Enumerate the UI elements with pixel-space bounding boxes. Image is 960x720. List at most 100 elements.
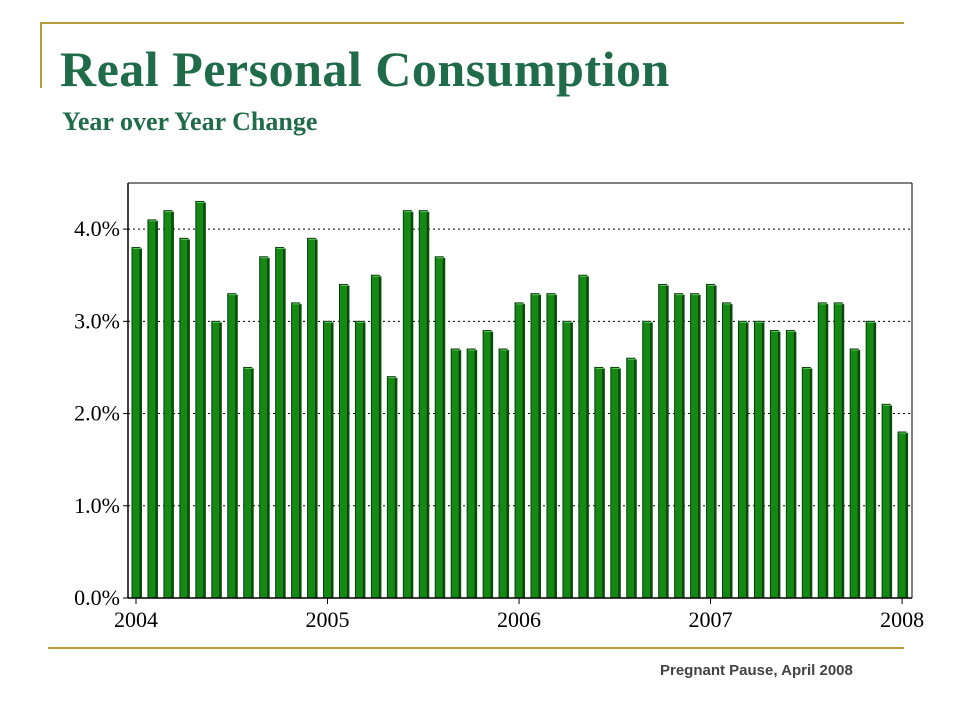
source-credit: Pregnant Pause, April 2008 <box>660 662 853 679</box>
bar <box>450 348 462 599</box>
bar-face <box>865 320 875 599</box>
bar-side <box>714 285 717 598</box>
bar-face <box>195 200 205 599</box>
bar-face <box>402 210 412 599</box>
bar-face <box>131 247 141 599</box>
bar-side <box>155 220 158 598</box>
bar <box>881 403 893 599</box>
bar-face <box>163 210 173 599</box>
bar-side <box>251 368 254 598</box>
bar-side <box>219 322 222 598</box>
bar-face <box>546 293 556 599</box>
bar <box>610 366 621 599</box>
tick-labels: 0.0% 1.0% 2.0% 3.0% 4.0% 2004 2005 2006 2007 2008 <box>74 216 924 632</box>
bar-side <box>539 294 541 598</box>
bar-side <box>235 294 238 598</box>
bar-side <box>379 276 382 598</box>
bar-side <box>411 211 414 598</box>
bar <box>131 247 142 599</box>
top-rule <box>40 22 904 24</box>
x-tick-label: 2005 <box>306 607 350 632</box>
bar-face <box>338 283 348 599</box>
bar-face <box>307 237 317 599</box>
bar-side <box>315 239 318 599</box>
bar-face <box>642 320 652 599</box>
bar <box>291 302 302 599</box>
bar <box>418 210 430 599</box>
bar <box>275 247 286 599</box>
bar <box>801 366 813 599</box>
bar-side <box>826 303 829 598</box>
bar-face <box>578 274 588 599</box>
bar <box>163 210 174 599</box>
bar-face <box>386 376 396 599</box>
bar <box>674 293 685 599</box>
bar <box>546 293 557 599</box>
bar-face <box>849 348 859 599</box>
bar-side <box>618 368 621 598</box>
bar-side <box>347 285 350 598</box>
bar <box>514 302 526 599</box>
bar-face <box>434 256 444 599</box>
bar-side <box>140 248 142 599</box>
x-tick-label: 2004 <box>114 607 158 632</box>
bar <box>658 283 669 599</box>
bar-side <box>666 285 669 598</box>
bar-side <box>794 331 797 598</box>
bar <box>354 320 366 599</box>
bar <box>243 366 254 599</box>
bar-face <box>833 302 843 599</box>
y-tick-label: 0.0% <box>74 585 120 610</box>
bar-face <box>817 302 827 599</box>
bar-face <box>466 348 476 599</box>
bar-face <box>769 330 779 599</box>
bar-side <box>906 433 909 598</box>
bar <box>626 357 637 599</box>
bar-side <box>491 331 494 598</box>
bar <box>722 302 733 599</box>
bar-face <box>179 237 189 599</box>
bar-face <box>594 366 604 599</box>
bar-face <box>275 247 285 599</box>
bar <box>769 330 781 599</box>
bar-face <box>626 357 636 599</box>
bar-side <box>858 350 861 598</box>
bar-side <box>778 331 781 598</box>
bar-face <box>211 320 221 599</box>
bar-face <box>562 320 572 599</box>
bar-face <box>147 219 157 599</box>
bar <box>195 200 206 599</box>
y-tick-label: 2.0% <box>74 401 120 426</box>
bar-side <box>427 211 430 598</box>
bar-side <box>267 257 270 598</box>
bar-face <box>737 320 747 599</box>
bar-side <box>586 276 589 598</box>
bar <box>897 431 909 599</box>
bar <box>211 320 222 599</box>
bar-face <box>354 320 364 599</box>
bar-face <box>753 320 763 599</box>
y-tick-label: 3.0% <box>74 308 120 333</box>
left-rule <box>40 22 42 88</box>
bar <box>865 320 877 599</box>
bar <box>482 330 494 599</box>
bar-face <box>722 302 732 599</box>
bar-side <box>554 294 557 598</box>
slide-title: Real Personal Consumption <box>60 41 670 97</box>
bar <box>785 330 797 599</box>
bar-face <box>291 302 301 599</box>
bar-side <box>171 211 174 598</box>
bar-face <box>801 366 811 599</box>
x-tick-label: 2007 <box>689 607 733 632</box>
bar-side <box>523 303 526 598</box>
bar-face <box>897 431 907 599</box>
bar-side <box>507 350 510 598</box>
bar-face <box>259 256 269 599</box>
bar <box>690 293 701 599</box>
bar-side <box>698 294 701 598</box>
bar <box>833 302 845 599</box>
bar <box>179 237 190 599</box>
bar <box>530 293 541 599</box>
bar-side <box>890 405 893 598</box>
